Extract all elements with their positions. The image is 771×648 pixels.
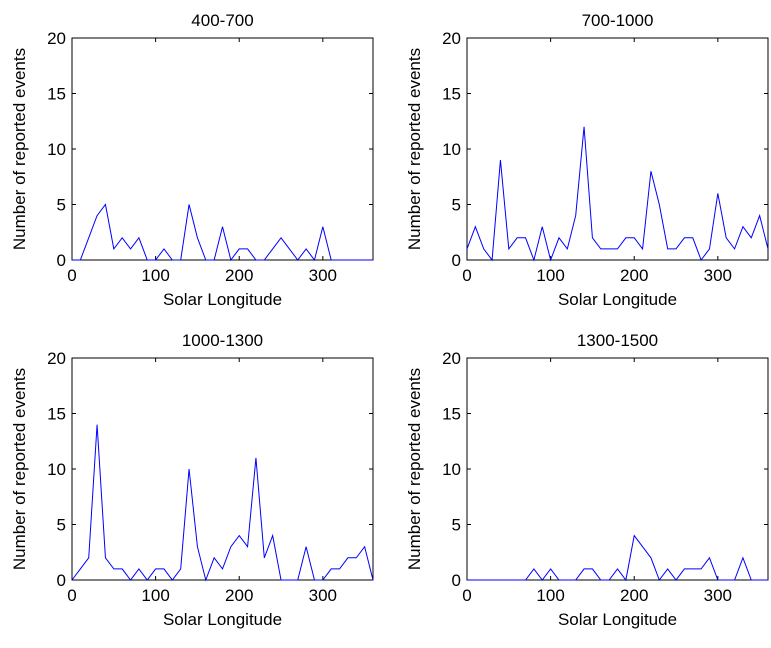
x-tick-label: 100	[141, 586, 169, 605]
x-tick-label: 200	[620, 586, 648, 605]
x-axis-label: Solar Longitude	[558, 610, 677, 629]
x-axis-label: Solar Longitude	[163, 610, 282, 629]
x-tick-label: 200	[620, 266, 648, 285]
subplot-title: 1300-1500	[577, 331, 658, 350]
y-tick-label: 5	[57, 516, 66, 535]
x-tick-label: 100	[141, 266, 169, 285]
y-tick-label: 20	[442, 349, 461, 368]
x-tick-label: 0	[67, 586, 76, 605]
subplot-1: 0 100 200 300 0 5 10 15 20 400-700 Solar Longitude…	[10, 11, 374, 309]
y-tick-label: 0	[57, 251, 66, 270]
x-tick-label: 300	[309, 266, 337, 285]
data-line	[467, 534, 768, 582]
x-tick-label: 300	[704, 586, 732, 605]
y-tick-label: 10	[47, 140, 66, 159]
y-tick-label: 5	[57, 196, 66, 215]
y-axis-label: Number of reported events	[10, 368, 29, 570]
y-tick-label: 15	[47, 405, 66, 424]
subplot-4: 0 100 200 300 0 5 10 15 20 1300-1500 Solar Longitu…	[405, 331, 769, 629]
subplot-title: 700-1000	[582, 11, 654, 30]
x-tick-label: 100	[536, 586, 564, 605]
axes-box	[71, 357, 374, 581]
y-tick-label: 0	[452, 571, 461, 590]
x-tick-label: 200	[225, 266, 253, 285]
subplot-3: 0 100 200 300 0 5 10 15 20 1000-1300 Solar Longitu…	[10, 331, 374, 629]
x-tick-label: 0	[462, 266, 471, 285]
data-line	[466, 126, 769, 262]
subplot-title: 400-700	[191, 11, 253, 30]
axes-box	[71, 37, 374, 261]
data-line	[71, 424, 374, 582]
axes-box	[466, 357, 769, 581]
axes-box	[466, 37, 769, 261]
x-axis-label: Solar Longitude	[163, 290, 282, 309]
y-tick-label: 5	[452, 516, 461, 535]
y-tick-label: 15	[442, 405, 461, 424]
subplot-title: 1000-1300	[182, 331, 263, 350]
x-tick-label: 0	[67, 266, 76, 285]
x-tick-label: 300	[309, 586, 337, 605]
subplot-2: 0 100 200 300 0 5 10 15 20 700-1000 Solar Longitud…	[405, 11, 769, 309]
y-tick-label: 10	[442, 140, 461, 159]
y-axis-label: Number of reported events	[405, 368, 424, 570]
y-tick-label: 0	[57, 571, 66, 590]
x-tick-label: 200	[225, 586, 253, 605]
y-tick-label: 10	[442, 460, 461, 479]
y-tick-label: 0	[452, 251, 461, 270]
x-tick-label: 300	[704, 266, 732, 285]
y-axis-label: Number of reported events	[405, 48, 424, 250]
data-line	[72, 203, 373, 262]
y-tick-label: 20	[47, 349, 66, 368]
y-axis-label: Number of reported events	[10, 48, 29, 250]
y-tick-label: 10	[47, 460, 66, 479]
y-tick-label: 20	[47, 29, 66, 48]
y-tick-label: 15	[47, 85, 66, 104]
x-tick-label: 0	[462, 586, 471, 605]
y-tick-label: 5	[452, 196, 461, 215]
x-axis-label: Solar Longitude	[558, 290, 677, 309]
y-tick-label: 15	[442, 85, 461, 104]
x-tick-label: 100	[536, 266, 564, 285]
y-tick-label: 20	[442, 29, 461, 48]
